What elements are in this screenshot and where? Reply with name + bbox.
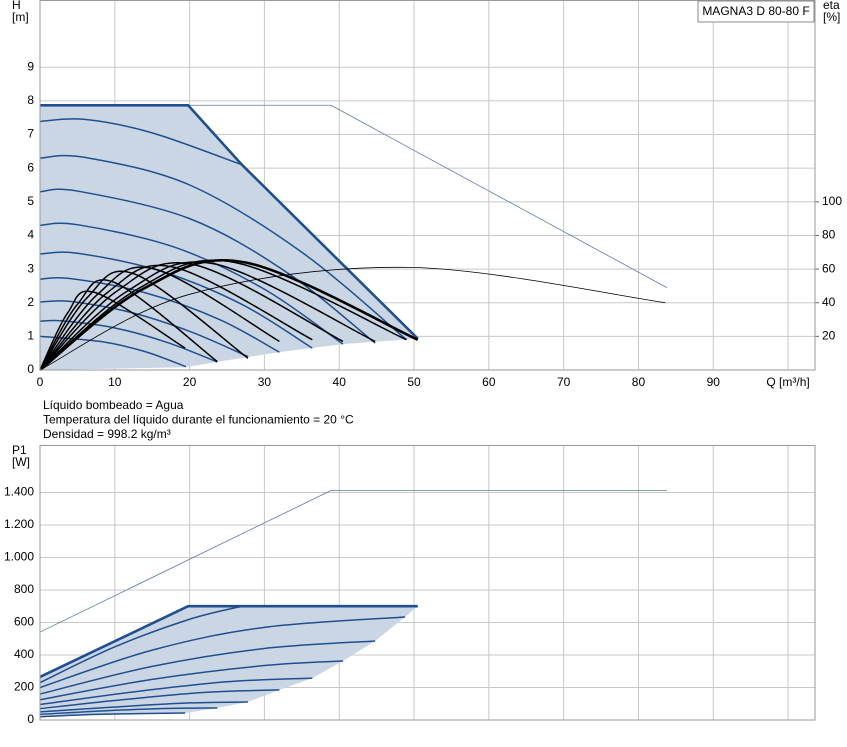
curve bbox=[39, 640, 376, 695]
y-tick-label: 800 bbox=[14, 582, 34, 596]
y2-tick-label: 40 bbox=[822, 295, 836, 309]
y2-tick-label: 100 bbox=[822, 194, 842, 208]
curve bbox=[39, 270, 249, 371]
curve bbox=[39, 118, 243, 166]
curve bbox=[39, 266, 280, 371]
x-tick-label: 30 bbox=[258, 375, 272, 389]
y-tick-label: 1 bbox=[27, 329, 34, 343]
y-tick-label: 3 bbox=[27, 261, 34, 275]
y-axis-label: [W] bbox=[12, 455, 30, 469]
x-tick-label: 80 bbox=[632, 375, 646, 389]
y-tick-label: 4 bbox=[27, 228, 34, 242]
curve bbox=[39, 276, 280, 353]
y-tick-label: 400 bbox=[14, 647, 34, 661]
curve bbox=[39, 707, 218, 716]
curve bbox=[39, 689, 280, 710]
curve bbox=[39, 290, 186, 371]
curve bbox=[39, 616, 406, 689]
y-axis-label: [m] bbox=[12, 10, 29, 24]
y2-tick-label: 60 bbox=[822, 261, 836, 275]
x-tick-label: 0 bbox=[37, 375, 44, 389]
model-label: MAGNA3 D 80-80 F bbox=[702, 4, 809, 18]
y-tick-label: 7 bbox=[27, 127, 34, 141]
y-tick-label: 1.200 bbox=[4, 517, 34, 531]
y-tick-label: 0 bbox=[27, 712, 34, 726]
y-tick-label: 0 bbox=[27, 362, 34, 376]
y2-tick-label: 20 bbox=[822, 329, 836, 343]
curve bbox=[39, 258, 419, 372]
x-tick-label: 60 bbox=[482, 375, 496, 389]
curve bbox=[39, 677, 313, 706]
curve bbox=[39, 660, 344, 701]
curve bbox=[39, 266, 666, 371]
curve bbox=[39, 279, 218, 371]
x-tick-label: 50 bbox=[407, 375, 421, 389]
x-tick-label: Q [m³/h] bbox=[766, 375, 809, 389]
operating-area bbox=[40, 606, 418, 717]
y-tick-label: 8 bbox=[27, 93, 34, 107]
curve bbox=[39, 701, 248, 713]
note: Densidad = 998.2 kg/m³ bbox=[43, 427, 171, 441]
curve bbox=[39, 712, 186, 718]
curve bbox=[39, 335, 187, 368]
x-tick-label: 10 bbox=[108, 375, 122, 389]
y-tick-label: 6 bbox=[27, 160, 34, 174]
x-tick-label: 20 bbox=[183, 375, 197, 389]
model-box bbox=[697, 0, 815, 23]
plot-frame bbox=[39, 0, 816, 371]
y-tick-label: 2 bbox=[27, 295, 34, 309]
note: Líquido bombeado = Agua bbox=[43, 398, 184, 412]
curve bbox=[39, 490, 667, 633]
curve bbox=[39, 605, 243, 684]
y2-axis-label: [%] bbox=[823, 10, 840, 24]
y-tick-label: 5 bbox=[27, 194, 34, 208]
x-tick-label: 70 bbox=[557, 375, 571, 389]
plot-frame bbox=[39, 445, 816, 721]
y-tick-label: 9 bbox=[27, 59, 34, 73]
note: Temperatura del líquido durante el funci… bbox=[43, 413, 354, 427]
curve bbox=[39, 604, 418, 679]
curve bbox=[188, 104, 668, 288]
y-tick-label: 600 bbox=[14, 615, 34, 629]
x-tick-label: 40 bbox=[333, 375, 347, 389]
x-tick-label: 90 bbox=[707, 375, 721, 389]
curve bbox=[39, 154, 408, 341]
y2-tick-label: 80 bbox=[822, 228, 836, 242]
y-axis-label: P1 bbox=[12, 443, 27, 457]
curve bbox=[39, 264, 313, 371]
curve bbox=[40, 103, 419, 340]
y-tick-label: 1.400 bbox=[4, 485, 34, 499]
curve bbox=[39, 222, 344, 345]
y-tick-label: 200 bbox=[14, 680, 34, 694]
y-tick-label: 1.000 bbox=[4, 550, 34, 564]
y-axis-label: H bbox=[12, 0, 21, 12]
curve bbox=[39, 261, 344, 371]
y2-axis-label: eta bbox=[823, 0, 840, 12]
curve bbox=[39, 319, 218, 363]
curve bbox=[39, 261, 376, 371]
curve bbox=[39, 259, 407, 371]
curve bbox=[39, 188, 376, 344]
